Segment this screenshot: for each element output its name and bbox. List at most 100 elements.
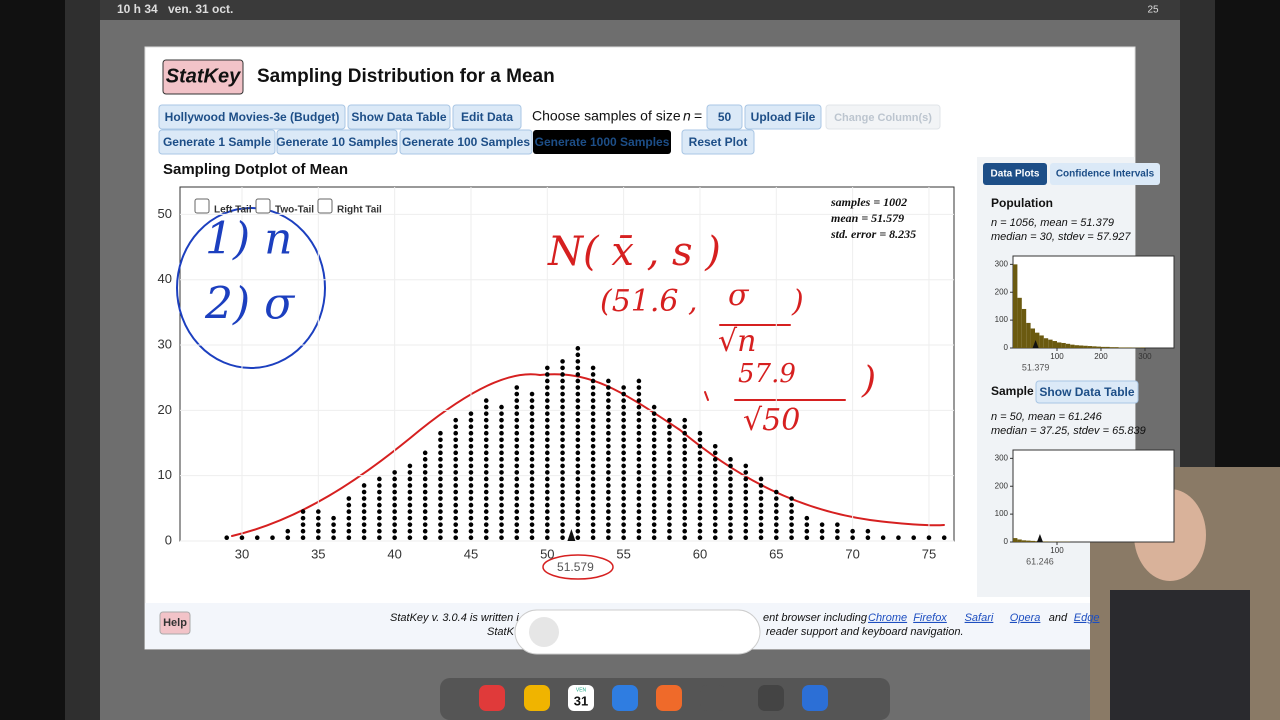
dot <box>590 411 596 416</box>
dot-column <box>575 346 581 541</box>
footer-link[interactable]: Firefox <box>913 612 947 624</box>
dot-column <box>270 535 275 541</box>
app-icon[interactable] <box>758 685 784 711</box>
dot <box>590 528 596 534</box>
dot <box>560 535 565 541</box>
dot <box>545 417 550 423</box>
app-icon[interactable] <box>802 685 828 711</box>
dot <box>331 522 336 527</box>
dot <box>590 424 596 430</box>
x-tick-label: 70 <box>845 546 859 561</box>
dot-column <box>804 515 810 541</box>
dot <box>377 515 382 521</box>
dot <box>606 398 611 403</box>
dot <box>300 509 306 514</box>
size-input[interactable] <box>706 104 743 130</box>
dot-column <box>667 417 672 541</box>
show-data-button[interactable] <box>347 104 451 130</box>
dot <box>621 470 626 475</box>
dot-column <box>254 535 260 541</box>
generate-button[interactable] <box>681 129 755 155</box>
upload-button[interactable] <box>744 104 822 130</box>
footer-link[interactable]: Opera <box>1010 612 1041 624</box>
app-icon[interactable] <box>700 685 726 711</box>
dot <box>453 515 459 521</box>
dot <box>590 457 596 462</box>
dot <box>483 489 489 495</box>
dot <box>712 483 718 488</box>
dataset-select[interactable] <box>158 104 346 130</box>
dot <box>728 522 733 527</box>
dot <box>514 443 520 449</box>
footer-link[interactable]: Chrome <box>868 612 907 624</box>
dot <box>545 515 550 521</box>
dot <box>575 411 581 416</box>
tail-checkbox[interactable] <box>194 198 210 214</box>
tab[interactable] <box>1050 163 1160 185</box>
dot <box>499 515 504 521</box>
footer-link[interactable]: Safari <box>965 612 994 624</box>
help-button[interactable] <box>159 611 191 635</box>
dot <box>483 476 489 482</box>
dot <box>621 528 626 534</box>
generate-button[interactable] <box>158 129 276 155</box>
dot <box>835 528 840 534</box>
dot <box>499 509 504 514</box>
dot <box>514 424 520 430</box>
app-icon[interactable] <box>656 685 682 711</box>
tail-checkbox[interactable] <box>317 198 333 214</box>
dot <box>438 502 443 508</box>
show-data-button[interactable] <box>1035 380 1139 404</box>
dot <box>499 417 504 423</box>
hand-strokes <box>704 324 846 401</box>
dot <box>758 535 764 541</box>
dot <box>590 450 596 456</box>
dot <box>499 424 504 430</box>
y-tick-label: 20 <box>158 402 172 417</box>
app-icon[interactable] <box>612 685 638 711</box>
dot <box>575 404 581 410</box>
stat-line: median = 30, stdev = 57.927 <box>991 231 1131 243</box>
hand-text: √n <box>718 324 756 359</box>
dot <box>407 489 413 495</box>
app-icon[interactable] <box>524 685 550 711</box>
footer-link[interactable]: Edge <box>1074 612 1100 624</box>
hand-text: N( x̄ , s ) <box>547 229 721 275</box>
dot <box>804 535 810 541</box>
dot <box>621 502 626 508</box>
dot <box>789 502 794 508</box>
generate-button[interactable] <box>276 129 398 155</box>
dot <box>621 385 626 390</box>
dot <box>545 437 550 443</box>
dot <box>682 528 688 534</box>
dot <box>636 457 642 462</box>
dot-column <box>545 365 550 541</box>
dot <box>667 424 672 430</box>
dot <box>377 502 382 508</box>
tail-checkbox[interactable] <box>255 198 271 214</box>
dot <box>575 352 581 358</box>
dot <box>667 528 672 534</box>
tab-active[interactable] <box>983 163 1047 185</box>
dot <box>453 535 459 541</box>
dot <box>545 463 550 469</box>
pen-tool[interactable] <box>529 617 559 647</box>
dot <box>712 450 718 456</box>
stat-line: std. error = 8.235 <box>830 227 916 241</box>
dot <box>590 404 596 410</box>
dot <box>392 522 397 527</box>
generate-button[interactable] <box>399 129 533 155</box>
dot <box>621 417 626 423</box>
app-icon[interactable] <box>479 685 505 711</box>
change-columns-button[interactable] <box>825 104 941 130</box>
dot <box>789 515 794 521</box>
edit-data-button[interactable] <box>452 104 522 130</box>
dot <box>819 522 825 527</box>
dot <box>483 411 489 416</box>
dot <box>606 515 611 521</box>
dot <box>438 437 443 443</box>
generate-button[interactable] <box>533 130 671 154</box>
dot <box>438 489 443 495</box>
dot <box>743 463 749 469</box>
dot <box>575 502 581 508</box>
